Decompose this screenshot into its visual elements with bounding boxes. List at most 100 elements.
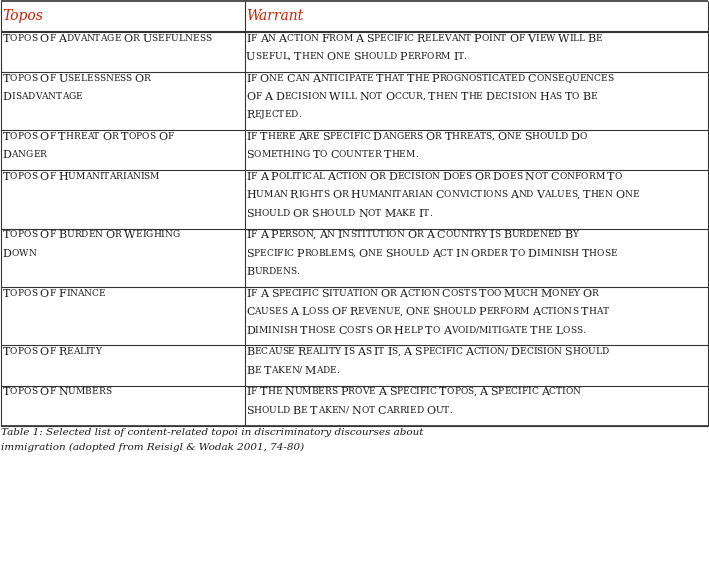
Text: E: E <box>74 73 80 83</box>
Text: O: O <box>447 307 454 316</box>
Text: I: I <box>86 348 89 356</box>
Text: U: U <box>571 73 579 83</box>
Text: C: C <box>287 249 294 258</box>
Text: T: T <box>56 92 62 101</box>
Text: H: H <box>435 92 443 101</box>
Text: F: F <box>445 348 452 356</box>
Text: I: I <box>246 73 250 83</box>
Text: N: N <box>457 33 465 42</box>
Text: D: D <box>291 110 298 119</box>
Text: W: W <box>19 249 28 258</box>
Text: C: C <box>311 289 318 298</box>
Text: M: M <box>520 307 529 316</box>
Text: N: N <box>431 289 439 298</box>
Text: ,: , <box>491 132 494 141</box>
Text: A: A <box>418 190 425 200</box>
Text: S: S <box>246 150 254 160</box>
Text: K: K <box>277 366 284 375</box>
Text: E: E <box>371 307 377 316</box>
Text: C: C <box>305 172 312 181</box>
Text: R: R <box>302 209 308 218</box>
Text: E: E <box>135 231 142 239</box>
Text: T: T <box>414 289 420 298</box>
Text: N: N <box>564 307 571 316</box>
Text: L: L <box>301 307 308 317</box>
Text: T: T <box>313 150 320 160</box>
Text: U: U <box>274 348 281 356</box>
Text: H: H <box>414 73 422 83</box>
Text: ,: , <box>398 348 401 356</box>
Text: P: P <box>432 73 439 83</box>
Text: O: O <box>424 172 432 181</box>
Text: U: U <box>269 209 277 218</box>
Text: N: N <box>105 73 113 83</box>
Text: T: T <box>379 231 385 239</box>
Text: N: N <box>58 387 68 397</box>
Text: P: P <box>17 73 23 83</box>
Text: R: R <box>290 190 298 200</box>
Text: E: E <box>255 110 261 119</box>
Text: M: M <box>595 172 604 181</box>
Text: W: W <box>124 231 135 241</box>
Text: R: R <box>435 132 442 141</box>
Text: N: N <box>327 231 335 239</box>
Text: E: E <box>114 33 121 42</box>
Text: O: O <box>332 190 341 200</box>
Text: E: E <box>596 33 603 42</box>
Text: S: S <box>149 132 155 141</box>
Text: A: A <box>279 33 286 43</box>
Text: A: A <box>354 73 361 83</box>
Text: T: T <box>3 289 10 299</box>
Text: N: N <box>460 73 468 83</box>
Text: V: V <box>364 307 371 316</box>
Text: A: A <box>510 190 518 200</box>
Text: O: O <box>278 172 286 181</box>
Text: M: M <box>76 172 85 181</box>
Text: I: I <box>246 172 250 182</box>
Text: E: E <box>476 92 483 101</box>
Text: A: A <box>465 348 473 357</box>
Text: V: V <box>527 33 535 43</box>
Text: C: C <box>246 307 255 317</box>
Text: Y: Y <box>335 348 340 356</box>
Text: F: F <box>340 307 347 316</box>
Text: R: R <box>408 190 415 200</box>
Text: S: S <box>537 348 543 356</box>
Text: O: O <box>23 289 31 298</box>
Text: E: E <box>545 326 552 335</box>
Text: T: T <box>375 209 381 218</box>
Text: A: A <box>403 348 411 357</box>
Text: F: F <box>521 387 527 396</box>
Text: V: V <box>459 190 466 200</box>
Text: E: E <box>397 172 404 181</box>
Text: H: H <box>267 387 275 396</box>
Text: F: F <box>499 307 506 316</box>
Text: I: I <box>569 33 573 42</box>
Text: S: S <box>15 92 21 101</box>
Text: I: I <box>406 406 410 414</box>
Text: Y: Y <box>574 289 580 298</box>
Text: H: H <box>391 150 399 159</box>
Text: O: O <box>135 73 144 83</box>
Text: P: P <box>416 326 423 335</box>
Text: O: O <box>580 348 587 356</box>
Text: A: A <box>327 172 335 182</box>
Text: R: R <box>416 231 423 239</box>
Text: I: I <box>416 387 420 396</box>
Text: P: P <box>17 231 23 239</box>
Text: T: T <box>379 348 384 356</box>
Text: T: T <box>311 406 318 416</box>
Text: H: H <box>360 52 369 61</box>
Text: L: L <box>554 132 560 141</box>
Text: A: A <box>316 366 323 375</box>
Text: S: S <box>316 307 322 316</box>
Text: N: N <box>320 73 328 83</box>
Text: O: O <box>615 172 622 181</box>
Text: T: T <box>481 73 488 83</box>
Text: N: N <box>48 92 56 101</box>
Text: O: O <box>298 231 305 239</box>
Text: U: U <box>408 92 415 101</box>
Text: U: U <box>246 52 255 62</box>
Text: S: S <box>457 289 464 298</box>
Text: Q: Q <box>564 73 571 83</box>
